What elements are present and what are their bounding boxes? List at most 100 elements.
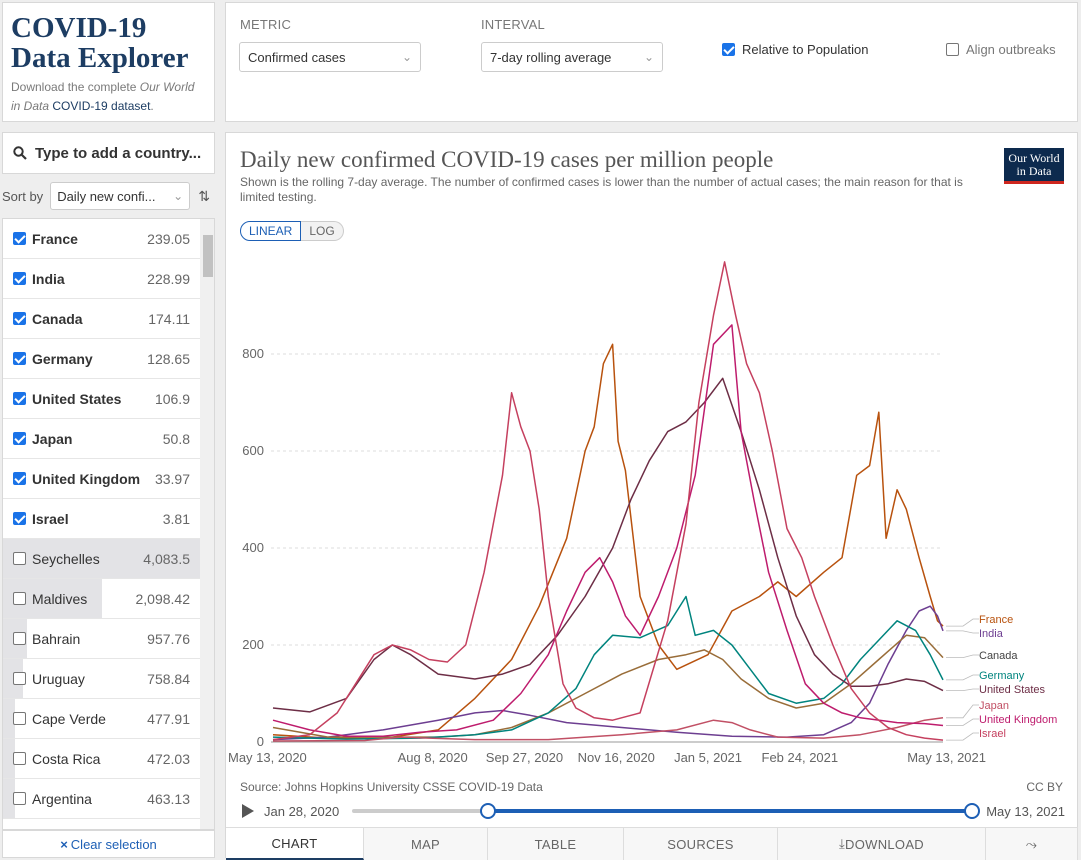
x-tick-label: May 13, 2021 — [907, 750, 986, 765]
country-name: Bahrain — [32, 630, 81, 647]
label-leader-line — [946, 688, 979, 691]
country-row[interactable]: Japan 50.8 — [3, 419, 200, 459]
scrollbar-thumb[interactable] — [203, 235, 213, 277]
country-row[interactable]: United States 106.9 — [3, 379, 200, 419]
checkbox-checked-icon[interactable] — [13, 512, 26, 525]
country-row[interactable]: Argentina 463.13 — [3, 779, 200, 819]
country-value: 3.81 — [162, 510, 190, 527]
country-row[interactable]: Bahrain 957.76 — [3, 619, 200, 659]
tab-table[interactable]: TABLE — [488, 828, 624, 860]
country-value: 50.8 — [162, 430, 190, 447]
country-row[interactable]: India 228.99 — [3, 259, 200, 299]
checkbox-checked-icon[interactable] — [13, 312, 26, 325]
label-leader-line — [946, 674, 979, 681]
country-name: Canada — [32, 310, 83, 327]
checkbox-unchecked-icon[interactable] — [13, 552, 26, 565]
checkbox-checked-icon[interactable] — [13, 352, 26, 365]
value-bar — [3, 779, 15, 818]
checkbox-checked-icon[interactable] — [13, 472, 26, 485]
country-row[interactable]: France 239.05 — [3, 219, 200, 259]
line-chart: 0 200 400 600 800 May 13, 2020 Aug 8, 2020 Sep … — [228, 261, 1057, 765]
country-search[interactable]: Type to add a country... — [2, 132, 215, 174]
checkbox-checked-icon[interactable] — [13, 392, 26, 405]
chart-source: Source: Johns Hopkins University CSSE CO… — [240, 780, 543, 794]
tab-map[interactable]: MAP — [364, 828, 488, 860]
checkbox-unchecked-icon[interactable] — [13, 592, 26, 605]
country-row[interactable]: Costa Rica 472.03 — [3, 739, 200, 779]
country-name: Germany — [32, 350, 93, 367]
y-tick-label: 400 — [242, 540, 264, 555]
country-row[interactable]: Uruguay 758.84 — [3, 659, 200, 699]
timeline-start-handle[interactable] — [480, 803, 497, 819]
timeline-track[interactable] — [352, 803, 980, 819]
play-icon[interactable] — [242, 804, 254, 818]
tab-chart[interactable]: CHART — [226, 828, 364, 860]
country-value: 239.05 — [147, 230, 190, 247]
share-button[interactable]: ⤳ — [986, 828, 1078, 860]
country-value: 463.13 — [147, 790, 190, 807]
country-row[interactable]: Canada 174.11 — [3, 299, 200, 339]
country-name: United States — [32, 390, 122, 407]
dataset-link[interactable]: COVID-19 dataset — [52, 99, 151, 113]
timeline: Jan 28, 2020 May 13, 2021 — [240, 801, 1065, 821]
clear-selection-button[interactable]: × Clear selection — [2, 830, 215, 858]
license-link[interactable]: CC BY — [1026, 780, 1063, 794]
sort-order-icon[interactable]: ⇅ — [198, 187, 210, 204]
country-name: Argentina — [32, 790, 92, 807]
checkbox-unchecked-icon[interactable] — [13, 752, 26, 765]
controls-panel: METRIC Confirmed cases ⌄ INTERVAL 7-day r… — [225, 2, 1078, 122]
owid-logo[interactable]: Our World in Data — [1004, 148, 1064, 184]
view-tabs: CHART MAP TABLE SOURCES ⤓ DOWNLOAD ⤳ — [226, 827, 1078, 860]
interval-select[interactable]: 7-day rolling average ⌄ — [481, 42, 663, 72]
country-row[interactable]: Seychelles 4,083.5 — [3, 539, 200, 579]
x-tick-label: Feb 24, 2021 — [762, 750, 839, 765]
chart-panel: Daily new confirmed COVID-19 cases per m… — [225, 132, 1078, 860]
series-line-united-kingdom — [272, 324, 944, 737]
country-row[interactable]: Cape Verde 477.91 — [3, 699, 200, 739]
align-outbreaks-checkbox[interactable]: Align outbreaks — [946, 42, 1056, 57]
label-leader-line — [946, 718, 979, 726]
scrollbar[interactable] — [200, 219, 214, 829]
sort-select[interactable]: Daily new confi... ⌄ — [50, 182, 191, 210]
checkbox-unchecked-icon[interactable] — [13, 632, 26, 645]
series-line-germany — [272, 595, 944, 740]
checkbox-checked-icon[interactable] — [13, 272, 26, 285]
checkbox-checked-icon[interactable] — [13, 432, 26, 445]
sort-label: Sort by — [2, 188, 44, 204]
metric-select[interactable]: Confirmed cases ⌄ — [239, 42, 421, 72]
country-list: France 239.05 India 228.99 Canada 174.11 Germa… — [2, 218, 215, 830]
country-name: Seychelles — [32, 550, 100, 567]
checkbox-checked-icon[interactable] — [13, 232, 26, 245]
y-tick-label: 600 — [242, 443, 264, 458]
country-value: 228.99 — [147, 270, 190, 287]
scale-toggle: LINEAR LOG — [240, 221, 344, 241]
timeline-end-handle[interactable] — [964, 803, 980, 819]
share-icon: ⤳ — [1025, 835, 1038, 852]
log-scale-button[interactable]: LOG — [301, 221, 344, 241]
country-row[interactable]: United Kingdom 33.97 — [3, 459, 200, 499]
country-row[interactable]: Israel 3.81 — [3, 499, 200, 539]
country-value: 472.03 — [147, 750, 190, 767]
linear-scale-button[interactable]: LINEAR — [240, 221, 302, 241]
chevron-down-icon: ⌄ — [401, 50, 412, 64]
tab-download[interactable]: ⤓ DOWNLOAD — [778, 828, 986, 860]
relative-to-population-checkbox[interactable]: Relative to Population — [722, 42, 868, 57]
country-row[interactable]: Germany 128.65 — [3, 339, 200, 379]
country-name: India — [32, 270, 65, 287]
tab-sources[interactable]: SOURCES — [624, 828, 778, 860]
label-leader-line — [946, 618, 979, 627]
value-bar — [3, 739, 15, 778]
checkbox-unchecked-icon[interactable] — [13, 712, 26, 725]
country-name: United Kingdom — [32, 470, 141, 487]
timeline-selected-range — [488, 809, 972, 813]
series-end-label: Germany — [979, 670, 1025, 682]
country-name: Israel — [32, 510, 69, 527]
country-name: Japan — [32, 430, 73, 447]
series-end-label: India — [979, 628, 1004, 640]
series-end-label: France — [979, 614, 1013, 626]
checkbox-unchecked-icon[interactable] — [13, 792, 26, 805]
search-placeholder: Type to add a country... — [35, 144, 202, 162]
checkbox-unchecked-icon[interactable] — [13, 672, 26, 685]
country-name: Maldives — [32, 590, 88, 607]
country-row[interactable]: Maldives 2,098.42 — [3, 579, 200, 619]
